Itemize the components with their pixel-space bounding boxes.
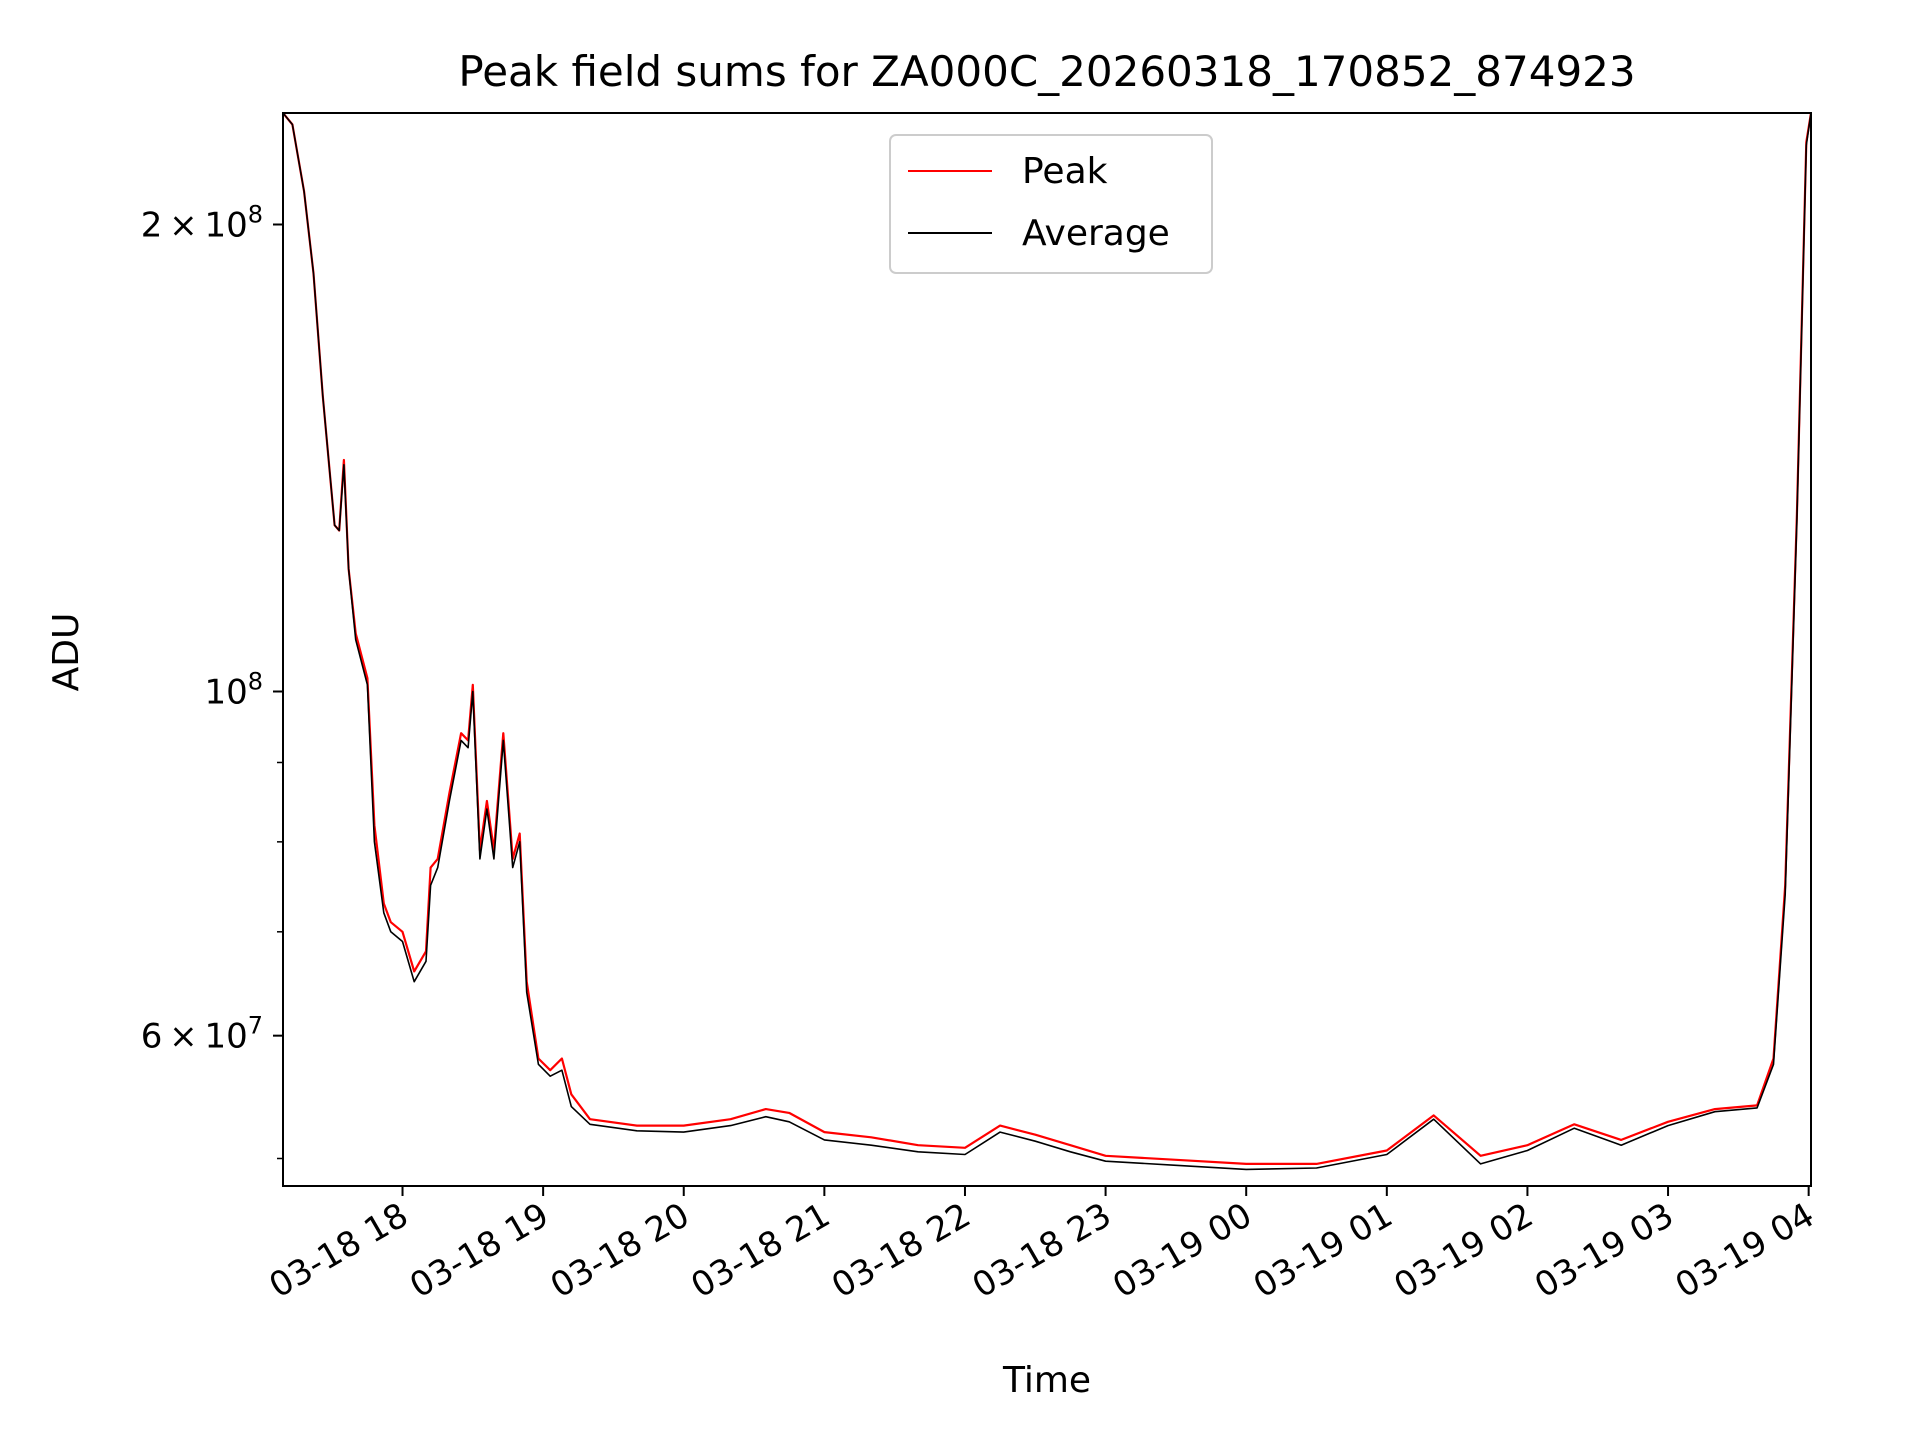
y-tick-mantissa: 6 [141,1017,163,1057]
axes-frame [282,112,1812,1187]
y-tick-label: 2 × 108 [141,201,263,246]
y-axis-label: ADU [46,613,87,692]
legend-label-average: Average [1022,213,1170,254]
legend-label-peak: Peak [1022,151,1108,192]
legend-box [889,134,1213,274]
y-tick-exponent: 7 [248,1012,263,1040]
y-tick-label: 108 [204,668,263,713]
legend: Peak Average [889,134,1213,274]
plot-area [283,113,1811,1186]
y-tick-mantissa: 2 [141,206,163,246]
series-line-average [283,113,1811,1171]
y-tick-exponent: 8 [248,201,263,229]
plot-background [283,113,1811,1186]
y-tick-exponent: 8 [248,668,263,696]
chart-title: Peak field sums for ZA000C_20260318_1708… [458,47,1635,96]
y-tick-label: 6 × 107 [141,1012,263,1057]
x-axis-label: Time [1002,1360,1091,1401]
y-axis-ticks: 2 × 108 108 6 × 107 [141,201,283,1160]
axes [282,112,1812,1187]
